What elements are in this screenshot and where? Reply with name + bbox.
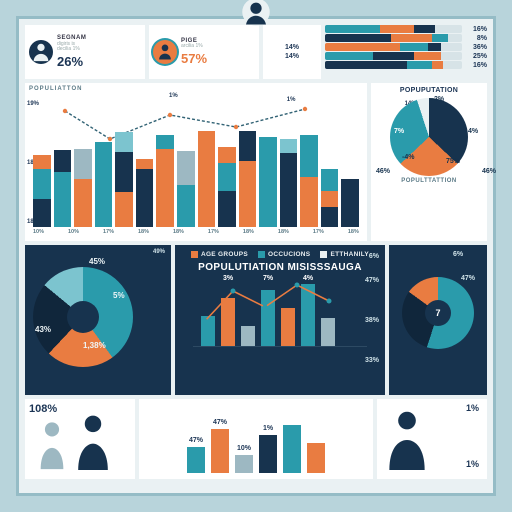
footer-right: 1% 1% (377, 399, 487, 479)
pie-title: POPUPUTATION (400, 87, 458, 94)
bars-rail (33, 107, 359, 227)
stat-card-1: SEGNAM digiris is decilia 1% 26% (25, 25, 145, 79)
mini-top: 14% (285, 44, 299, 51)
bar-chart-title: POPULIATTON (29, 86, 82, 92)
footer-bars: 47% 47% 10% 1% (145, 423, 367, 473)
footer-bar (283, 425, 301, 473)
person-icon (385, 410, 429, 475)
card1-sub2: decilia 1% (57, 47, 86, 53)
hbar-row: 8% (325, 34, 487, 42)
donut-1 (33, 267, 133, 367)
pie-chart: 2%4%75%-4%7%46%46% (390, 98, 468, 176)
stat-card-2: PIGE arcilia 1% 57% (149, 25, 259, 79)
footer-left: 108% (25, 399, 135, 479)
donut-chart-right: 7 6%47% (389, 245, 487, 395)
header-row: SEGNAM digiris is decilia 1% 26% PIGE ar… (25, 25, 487, 79)
pie-chart-panel: POPUPUTATION 2%4%75%-4%7%46%46% POPULTTA… (371, 83, 487, 241)
card1-pct: 26% (57, 55, 86, 69)
x-axis-labels: 10%10%17%18%18%17%18%18%17%18% (33, 229, 359, 239)
footer-right-top: 1% (466, 403, 479, 413)
donut-chart-left: 49% 45%5%43%1,38% (25, 245, 171, 395)
footer-bar (307, 443, 325, 473)
hbar-row: 25% (325, 52, 487, 60)
hbar-row: 16% (325, 25, 487, 33)
person-icon (35, 420, 69, 475)
card2-pct: 57% (181, 52, 207, 66)
hbar-row: 16% (325, 61, 487, 69)
row-main-charts: POPULIATTON 19%18%18% 1%1%14% 10%10%17%1… (25, 83, 487, 241)
footer-bar: 10% (235, 455, 253, 473)
card2-sub: arcilia 1% (181, 44, 207, 50)
donut1-corner: 49% (153, 249, 165, 255)
mini-bar-chart: 3%7%4% (193, 277, 367, 347)
row-dark-band: 49% 45%5%43%1,38% AGE GROUPSOCCUCIONSETT… (25, 245, 487, 395)
footer-bar: 47% (187, 447, 205, 473)
center-title: POPULUTIATION MISISSSAUGA (181, 262, 379, 273)
mini-bot: 14% (285, 53, 299, 60)
legend-item: AGE GROUPS (191, 251, 248, 258)
footer-mid: 47% 47% 10% 1% (139, 399, 373, 479)
row-footer: 108% 47% 47% 10% 1% 1% 1% (25, 399, 487, 479)
infographic-frame: SEGNAM digiris is decilia 1% 26% PIGE ar… (16, 16, 496, 496)
footer-right-pct: 1% (466, 459, 479, 469)
hbar-row: 36% (325, 43, 487, 51)
legend: AGE GROUPSOCCUCIONSETTHANILY (181, 251, 379, 258)
footer-bar: 47% (211, 429, 229, 473)
person-icon (29, 40, 53, 64)
legend-item: OCCUCIONS (258, 251, 310, 258)
grouped-bar-chart: POPULIATTON 19%18%18% 1%1%14% 10%10%17%1… (25, 83, 367, 241)
person-icon (241, 0, 271, 32)
center-panel: AGE GROUPSOCCUCIONSETTHANILY POPULUTIATI… (175, 245, 385, 395)
horizontal-bars: 16%8%36%25%16% (325, 25, 487, 79)
person-icon (153, 40, 177, 64)
mini-percent-card: 14% 14% (263, 25, 321, 79)
footer-bar: 1% (259, 435, 277, 473)
pie-footer: POPULTTATTION (401, 178, 457, 184)
person-icon (73, 414, 113, 475)
